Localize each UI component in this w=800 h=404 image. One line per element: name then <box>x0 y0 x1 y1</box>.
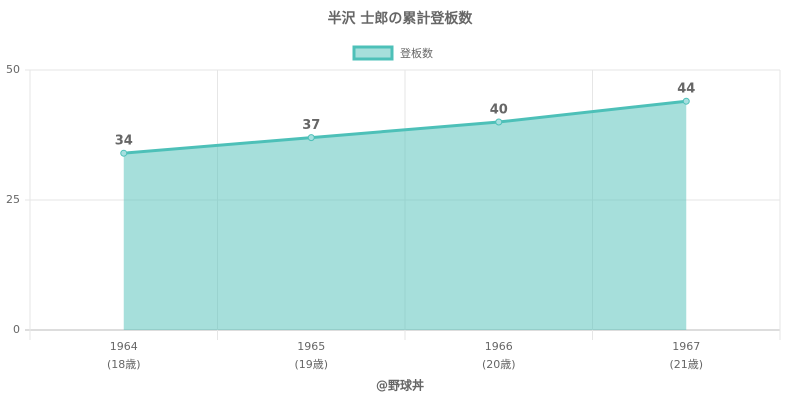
data-label: 44 <box>677 82 695 97</box>
x-tick-label: 1964 <box>110 340 138 353</box>
data-label: 40 <box>490 103 508 118</box>
point <box>120 149 128 157</box>
point <box>495 118 503 126</box>
point <box>307 134 315 142</box>
x-tick-label: 1966 <box>485 340 513 353</box>
y-tick-label: 0 <box>13 323 20 336</box>
x-tick-sublabel: (21歳) <box>669 358 703 371</box>
point <box>682 97 690 105</box>
x-axis-label: @野球丼 <box>376 378 424 393</box>
x-tick-label: 1965 <box>297 340 325 353</box>
x-tick-sublabel: (20歳) <box>482 358 516 371</box>
legend-swatch <box>352 45 394 61</box>
chart-title: 半沢 士郎の累計登板数 <box>328 10 474 27</box>
area <box>123 101 687 330</box>
legend-label: 登板数 <box>400 46 433 60</box>
data-label: 37 <box>302 118 320 133</box>
data-label: 34 <box>115 134 133 149</box>
x-tick-label: 1967 <box>672 340 700 353</box>
y-tick-label: 50 <box>6 63 20 76</box>
line <box>123 99 687 155</box>
x-tick-sublabel: (19歳) <box>294 358 328 371</box>
x-tick-sublabel: (18歳) <box>107 358 141 371</box>
y-tick-label: 25 <box>6 193 20 206</box>
